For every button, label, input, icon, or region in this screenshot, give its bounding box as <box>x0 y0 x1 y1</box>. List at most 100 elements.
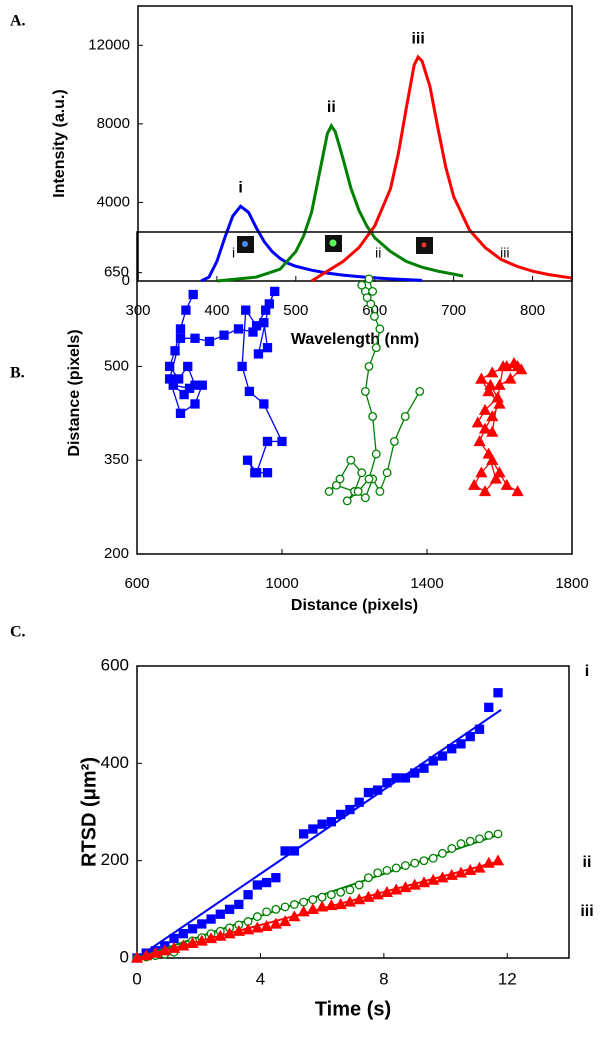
y-tick-label: 500 <box>104 357 129 374</box>
marker <box>280 846 290 856</box>
marker <box>181 305 191 315</box>
marker <box>410 858 420 868</box>
marker <box>473 861 486 873</box>
y-tick-label: 350 <box>104 451 129 468</box>
marker <box>271 873 281 883</box>
marker <box>486 366 499 378</box>
marker <box>511 485 524 497</box>
marker <box>224 904 235 914</box>
marker <box>436 871 449 883</box>
marker <box>486 425 499 437</box>
marker <box>343 895 357 907</box>
fit-line <box>136 708 502 959</box>
marker <box>204 932 218 944</box>
marker <box>289 900 299 909</box>
marker <box>486 410 499 422</box>
series-annotation: iii <box>580 903 593 920</box>
marker <box>252 880 262 890</box>
marker <box>175 333 186 343</box>
marker <box>511 360 524 372</box>
marker <box>195 934 208 946</box>
x-tick-label: 0 <box>132 969 141 988</box>
x-tick-label: 1400 <box>410 575 443 592</box>
marker <box>215 909 225 919</box>
x-tick-label: 8 <box>379 969 388 988</box>
marker <box>326 890 336 900</box>
marker <box>486 453 499 465</box>
marker <box>375 487 385 496</box>
marker <box>473 435 486 447</box>
marker <box>471 416 484 428</box>
chart-panel: B. 600 1000 1400 1800 200 350 500 650 Distance (p… <box>10 231 589 614</box>
marker <box>241 923 255 935</box>
marker <box>468 478 481 490</box>
marker <box>364 361 374 371</box>
series-line <box>216 122 464 283</box>
y-axis-label: Intensity (a.u.) <box>51 89 68 197</box>
marker <box>478 403 492 415</box>
marker <box>241 305 251 315</box>
marker <box>437 751 448 761</box>
series-annotation: iii <box>500 245 509 261</box>
marker <box>206 914 216 924</box>
marker <box>362 890 375 902</box>
y-tick-label: 0 <box>120 947 129 966</box>
marker <box>362 293 372 303</box>
marker <box>169 933 179 944</box>
marker <box>164 361 175 372</box>
marker <box>271 904 281 914</box>
marker <box>360 386 370 396</box>
series-annotation: ii <box>583 854 592 871</box>
marker <box>371 888 384 900</box>
marker <box>186 937 199 949</box>
marker <box>445 868 458 880</box>
marker <box>456 839 466 849</box>
marker <box>408 878 421 890</box>
marker <box>204 336 215 347</box>
marker <box>500 478 513 490</box>
y-tick-label: 8000 <box>97 115 130 132</box>
marker <box>317 892 327 902</box>
marker <box>464 864 477 876</box>
marker <box>484 830 494 840</box>
marker <box>175 408 186 418</box>
marker <box>373 868 383 878</box>
series-line <box>200 204 423 283</box>
x-tick-label: 700 <box>441 302 466 319</box>
x-tick-label: 1000 <box>265 575 298 592</box>
marker <box>438 848 447 858</box>
marker <box>493 378 506 390</box>
marker <box>297 905 310 917</box>
marker <box>251 921 264 933</box>
marker <box>242 455 253 465</box>
marker <box>369 311 379 321</box>
marker <box>364 274 374 284</box>
marker <box>184 383 195 393</box>
marker <box>428 853 438 863</box>
marker <box>334 898 347 910</box>
marker <box>288 910 301 922</box>
marker <box>354 880 364 890</box>
marker <box>250 468 260 478</box>
marker <box>308 824 318 834</box>
marker <box>400 411 410 421</box>
inset-dot <box>421 242 427 248</box>
marker <box>484 702 494 713</box>
marker <box>130 951 144 963</box>
marker <box>357 468 367 478</box>
x-axis-label: Wavelength (nm) <box>291 331 419 348</box>
marker <box>484 378 497 390</box>
marker <box>261 877 272 888</box>
marker <box>232 924 245 936</box>
marker <box>391 863 401 873</box>
marker <box>316 900 329 912</box>
inset-dot <box>329 239 337 247</box>
marker <box>364 474 374 484</box>
marker <box>491 854 505 866</box>
marker <box>336 887 346 897</box>
marker <box>197 919 207 929</box>
chart-panel: A.300 400 500 600 700 80004000800012000Wavele… <box>10 5 573 348</box>
plot-frame <box>136 231 573 555</box>
x-tick-label: 12 <box>498 969 517 988</box>
